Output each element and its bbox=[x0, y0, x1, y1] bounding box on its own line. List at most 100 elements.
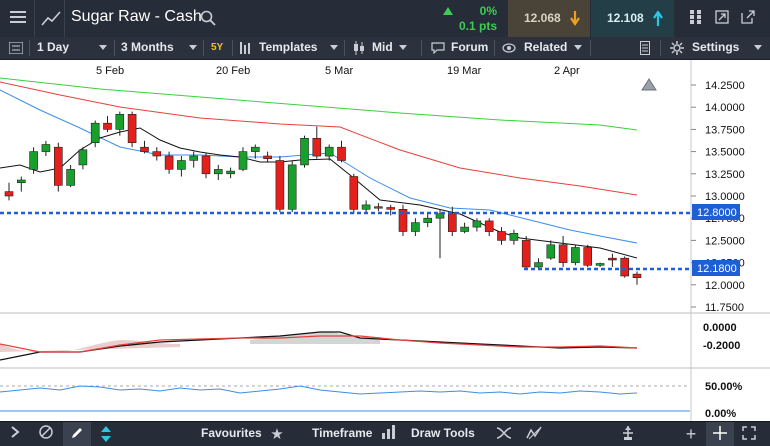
candle-body bbox=[337, 146, 346, 161]
chart-line-icon[interactable] bbox=[40, 9, 62, 27]
add-icon[interactable]: + bbox=[685, 424, 697, 444]
level-marker-1 bbox=[692, 204, 740, 220]
macd-histogram bbox=[250, 332, 380, 344]
candle-body bbox=[324, 146, 334, 157]
price-type-button[interactable]: Mid bbox=[372, 40, 393, 54]
candle-body bbox=[16, 179, 26, 184]
chevron-right-icon[interactable] bbox=[8, 425, 22, 441]
chart-toolbar: 1 Day 3 Months 5Y Templates Mid Forum Re… bbox=[0, 37, 770, 60]
crossover-icon[interactable] bbox=[495, 426, 513, 442]
arrow-up-icon bbox=[653, 11, 663, 26]
candle-body bbox=[201, 155, 211, 175]
fullscreen-icon[interactable] bbox=[741, 426, 757, 442]
level-marker-1-label: 12.8000 bbox=[697, 207, 737, 219]
grid-layout-icon[interactable] bbox=[689, 10, 703, 26]
chevron-down-icon bbox=[330, 45, 338, 50]
sell-button[interactable]: 12.068 bbox=[508, 0, 590, 37]
candle-body bbox=[595, 263, 605, 266]
related-button[interactable]: Related bbox=[524, 40, 568, 54]
candle-body bbox=[90, 122, 100, 144]
change-percent: 0% bbox=[479, 4, 497, 18]
price-axis-label: 14.0000 bbox=[705, 102, 745, 114]
candle-body bbox=[398, 209, 408, 232]
bottom-bar: Favourites ★ Timeframe Draw Tools + bbox=[0, 421, 770, 446]
candle-body bbox=[632, 273, 642, 279]
chevron-down-icon bbox=[99, 45, 107, 50]
price-change: 0% 0.1 pts bbox=[425, 0, 507, 37]
price-axis-label: 12.5000 bbox=[705, 235, 745, 247]
forum-button[interactable]: Forum bbox=[451, 40, 489, 54]
timeframe-button[interactable]: Timeframe bbox=[312, 426, 373, 440]
gear-icon bbox=[670, 41, 684, 55]
buy-button[interactable]: 12.108 bbox=[591, 0, 674, 37]
templates-button[interactable]: Templates bbox=[259, 40, 318, 54]
rsi-axis-label: 0.00% bbox=[705, 408, 736, 420]
chevron-down-icon bbox=[189, 45, 197, 50]
settings-button[interactable]: Settings bbox=[692, 40, 740, 54]
indicator-icon[interactable] bbox=[525, 426, 543, 442]
price-axis-label: 11.7500 bbox=[705, 302, 744, 314]
star-icon[interactable]: ★ bbox=[270, 426, 284, 443]
chevron-down-icon bbox=[399, 45, 407, 50]
candle-body bbox=[472, 220, 482, 228]
crosshair-icon bbox=[712, 426, 728, 442]
candle-body bbox=[497, 231, 506, 241]
interval-dropdown[interactable]: 1 Day bbox=[37, 40, 70, 54]
price-axis-label: 12.0000 bbox=[705, 280, 745, 292]
chart-bars-icon[interactable] bbox=[381, 425, 397, 441]
menu-icon[interactable] bbox=[8, 9, 28, 27]
candle-body bbox=[411, 222, 420, 232]
templates-icon bbox=[240, 42, 250, 54]
price-chart[interactable]: 5 Feb 20 Feb 5 Mar 19 Mar 2 Apr 14.2500 1… bbox=[0, 60, 770, 421]
eye-icon bbox=[502, 43, 516, 53]
candle-body bbox=[152, 151, 162, 157]
move-icon[interactable] bbox=[620, 426, 636, 442]
notes-icon[interactable] bbox=[640, 41, 650, 55]
chevron-down-icon bbox=[574, 45, 582, 50]
list-icon[interactable] bbox=[8, 41, 24, 55]
sell-price: 12.068 bbox=[524, 11, 561, 25]
scroll-up-icon[interactable] bbox=[641, 78, 657, 91]
price-axis-label: 14.2500 bbox=[705, 80, 745, 92]
price-axis-label: 13.0000 bbox=[705, 191, 745, 203]
candle-body bbox=[103, 122, 112, 130]
level-marker-2-label: 12.1800 bbox=[697, 263, 737, 275]
macd-axis-label: -0.2000 bbox=[703, 340, 740, 352]
candle-body bbox=[534, 262, 543, 268]
candle-body bbox=[238, 151, 248, 170]
rsi-line bbox=[0, 385, 638, 395]
candles-icon bbox=[354, 41, 364, 55]
expand-icon[interactable] bbox=[714, 10, 730, 26]
candle-body bbox=[189, 155, 198, 161]
date-label: 19 Mar bbox=[447, 65, 482, 77]
popout-icon[interactable] bbox=[740, 10, 756, 26]
level-marker-2 bbox=[692, 260, 740, 276]
favourites-button[interactable]: Favourites bbox=[201, 426, 262, 440]
candle-body bbox=[53, 146, 63, 186]
candle-body bbox=[4, 191, 14, 197]
chat-icon bbox=[431, 42, 445, 54]
candle-body bbox=[263, 155, 272, 160]
candles bbox=[4, 111, 642, 285]
chevron-down-icon bbox=[754, 45, 762, 50]
search-icon[interactable] bbox=[200, 10, 216, 26]
candle-body bbox=[571, 247, 580, 263]
candle-body bbox=[608, 257, 617, 261]
change-points: 0.1 pts bbox=[458, 19, 497, 33]
ma-green-line bbox=[0, 77, 638, 131]
candle-body bbox=[78, 149, 88, 166]
candle-body bbox=[312, 138, 322, 157]
hide-icon[interactable] bbox=[38, 425, 54, 441]
arrows-icon[interactable] bbox=[99, 426, 113, 442]
draw-tools-button[interactable]: Draw Tools bbox=[411, 426, 475, 440]
range-dropdown[interactable]: 3 Months bbox=[121, 40, 174, 54]
candle-body bbox=[361, 204, 371, 210]
candle-body bbox=[275, 160, 285, 210]
candle-body bbox=[41, 144, 51, 152]
rsi-axis-label: 50.00% bbox=[705, 381, 743, 393]
price-axis-label: 13.7500 bbox=[705, 124, 745, 136]
candle-body bbox=[447, 213, 457, 232]
top-bar: Sugar Raw - Cash 0% 0.1 pts 12.068 12.10… bbox=[0, 0, 770, 38]
candle-body bbox=[546, 244, 556, 259]
five-year-button[interactable]: 5Y bbox=[211, 42, 224, 53]
